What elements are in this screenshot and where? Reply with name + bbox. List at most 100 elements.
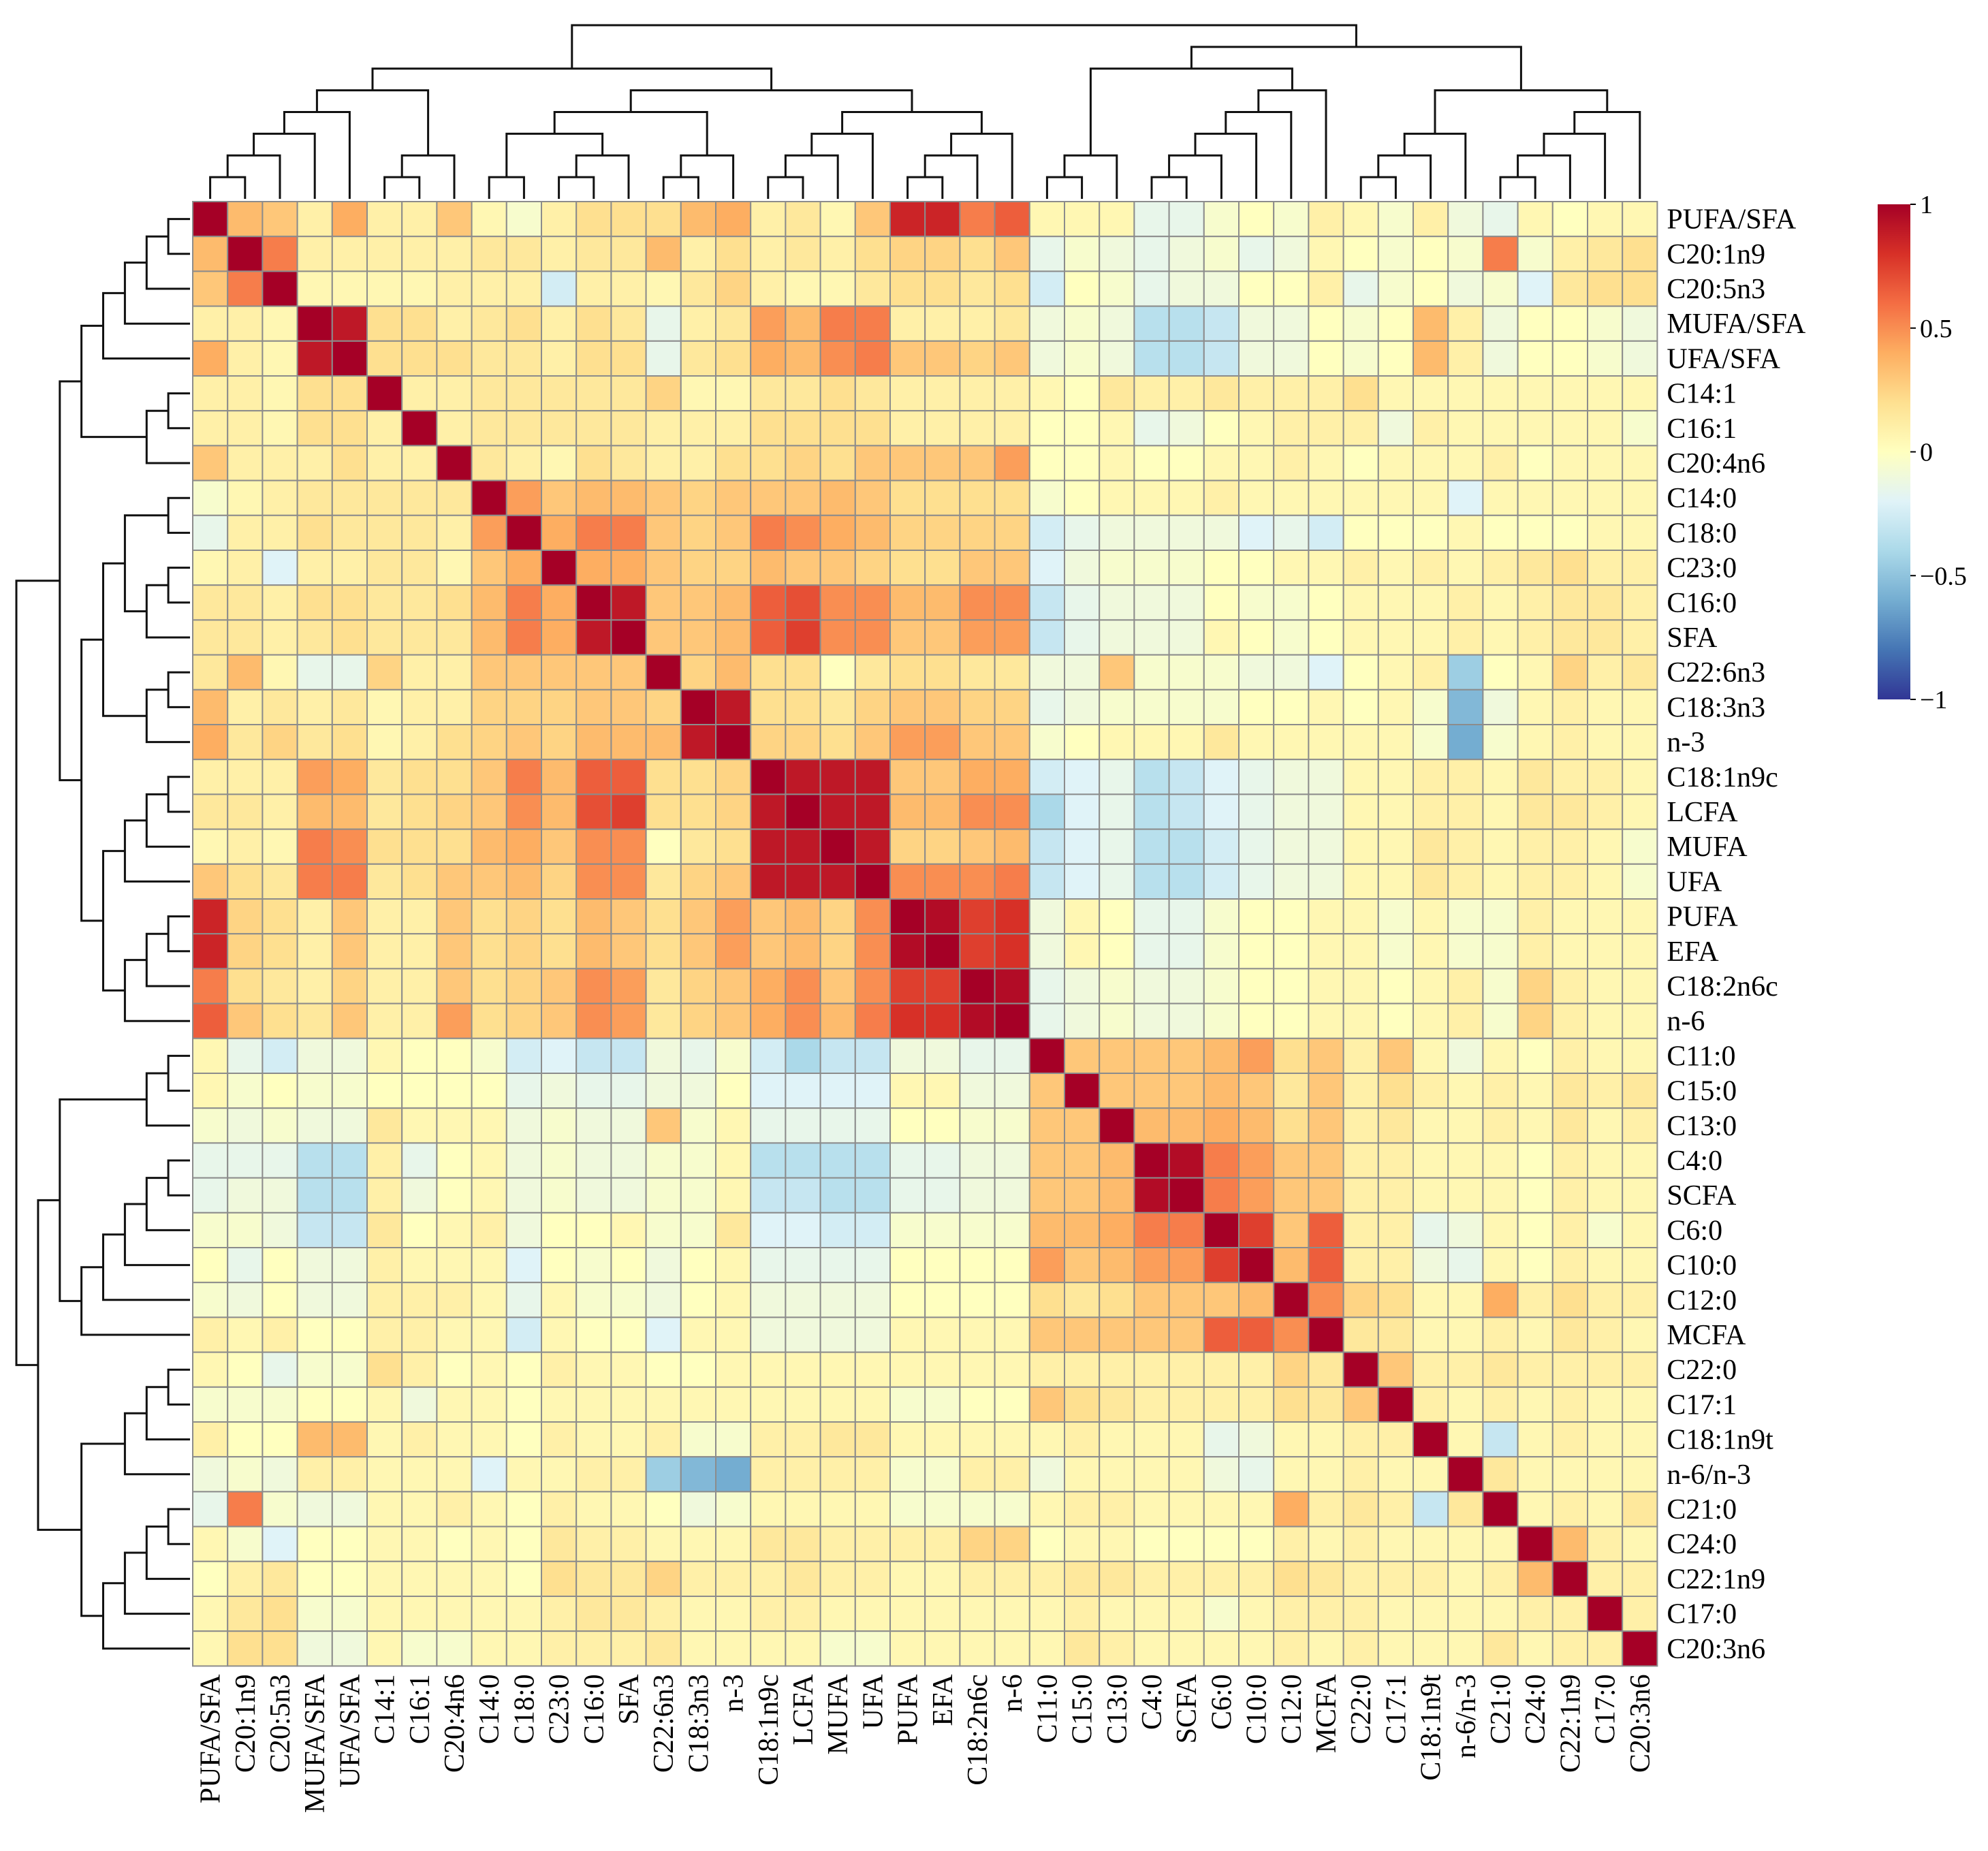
heatmap-cell xyxy=(819,1596,856,1632)
heatmap-cell xyxy=(1168,236,1205,272)
heatmap-cell xyxy=(645,759,682,795)
heatmap-cell xyxy=(401,1456,438,1493)
heatmap-cell xyxy=(959,759,996,795)
heatmap-cell xyxy=(1377,479,1415,516)
heatmap-cell xyxy=(645,1002,682,1039)
heatmap-cell xyxy=(471,1073,507,1109)
heatmap-cell xyxy=(680,201,716,238)
heatmap-cell xyxy=(854,1491,892,1528)
heatmap-cell xyxy=(227,1421,264,1458)
dendrogram-branch xyxy=(629,89,913,112)
heatmap-cell xyxy=(1482,410,1519,447)
heatmap-cell xyxy=(541,550,578,586)
heatmap-cell xyxy=(1587,933,1624,970)
heatmap-cell xyxy=(1413,619,1449,656)
heatmap-cell xyxy=(192,550,229,586)
heatmap-cell xyxy=(296,689,333,725)
heatmap-cell xyxy=(1099,375,1135,412)
column-label: C12:0 xyxy=(1276,1674,1308,1744)
heatmap-cell xyxy=(1168,793,1205,830)
dendrogram-branch xyxy=(1257,89,1327,199)
heatmap-cell xyxy=(1622,1560,1658,1598)
heatmap-cell xyxy=(575,898,612,935)
heatmap-cell xyxy=(1622,1212,1658,1249)
heatmap-cell xyxy=(1064,410,1101,447)
heatmap-cell xyxy=(1308,863,1344,900)
heatmap-cell xyxy=(192,1421,229,1458)
heatmap-cell xyxy=(1447,410,1484,447)
heatmap-cell xyxy=(1203,375,1240,412)
heatmap-cell xyxy=(541,724,578,761)
heatmap-cell xyxy=(994,1456,1030,1493)
heatmap-cell xyxy=(1099,270,1135,307)
heatmap-cell xyxy=(1238,619,1275,656)
heatmap-cell xyxy=(1622,828,1658,865)
heatmap-cell xyxy=(575,793,612,830)
heatmap-cell xyxy=(750,619,787,656)
column-label: C20:5n3 xyxy=(265,1674,296,1773)
heatmap-cell xyxy=(1133,1421,1170,1458)
heatmap-cell xyxy=(819,898,856,935)
heatmap-cell xyxy=(1308,1002,1344,1039)
heatmap-cell xyxy=(192,1491,229,1528)
heatmap-cell xyxy=(889,793,926,830)
heatmap-cell xyxy=(750,1630,787,1667)
heatmap-cell xyxy=(819,863,856,900)
heatmap-cell xyxy=(785,898,821,935)
heatmap-cell xyxy=(1308,793,1344,830)
heatmap-cell xyxy=(1028,1073,1066,1109)
heatmap-cell xyxy=(610,759,647,795)
heatmap-cell xyxy=(819,236,856,272)
heatmap-cell xyxy=(1342,1073,1379,1109)
heatmap-cell xyxy=(541,689,578,725)
heatmap-cell xyxy=(1587,1560,1624,1598)
heatmap-cell xyxy=(854,619,892,656)
heatmap-cell xyxy=(401,479,438,516)
heatmap-cell xyxy=(262,410,298,447)
heatmap-cell xyxy=(1587,550,1624,586)
heatmap-cell xyxy=(1551,270,1589,307)
heatmap-cell xyxy=(1168,340,1205,377)
heatmap-cell xyxy=(331,689,368,725)
heatmap-cell xyxy=(959,1316,996,1353)
heatmap-cell xyxy=(1203,201,1240,238)
heatmap-cell xyxy=(1168,1316,1205,1353)
heatmap-cell xyxy=(610,828,647,865)
heatmap-cell xyxy=(1517,514,1553,551)
heatmap-cell xyxy=(1551,1212,1589,1249)
heatmap-cell xyxy=(1064,933,1101,970)
heatmap-cell xyxy=(1377,759,1415,795)
heatmap-cell xyxy=(1028,1247,1066,1284)
heatmap-cell xyxy=(854,863,892,900)
column-label: LCFA xyxy=(788,1674,819,1745)
heatmap-cell xyxy=(854,584,892,621)
heatmap-cell xyxy=(1482,1002,1519,1039)
heatmap-cell xyxy=(1028,689,1066,725)
heatmap-cell xyxy=(889,514,926,551)
dendrogram-branch xyxy=(167,915,190,953)
heatmap-cell xyxy=(1308,1316,1344,1353)
heatmap-cell xyxy=(1133,1596,1170,1632)
heatmap-cell xyxy=(1308,270,1344,307)
heatmap-cell xyxy=(1622,305,1658,342)
heatmap-cell xyxy=(715,1525,752,1562)
heatmap-cell xyxy=(889,410,926,447)
column-label: SCFA xyxy=(1171,1674,1203,1744)
column-label: C15:0 xyxy=(1067,1674,1099,1744)
heatmap-cell xyxy=(854,410,892,447)
heatmap-cell xyxy=(541,1282,578,1318)
heatmap-cell xyxy=(1517,724,1553,761)
heatmap-cell xyxy=(1447,1525,1484,1562)
heatmap-cell xyxy=(819,1421,856,1458)
heatmap-cell xyxy=(1273,1177,1310,1214)
heatmap-cell xyxy=(1447,340,1484,377)
heatmap-cell xyxy=(645,1525,682,1562)
heatmap-cell xyxy=(959,689,996,725)
heatmap-cell xyxy=(680,1351,716,1388)
heatmap-cell xyxy=(1587,305,1624,342)
heatmap-cell xyxy=(994,968,1030,1004)
heatmap-cell xyxy=(227,933,264,970)
heatmap-cell xyxy=(959,898,996,935)
heatmap-cell xyxy=(1308,1630,1344,1667)
heatmap-cell xyxy=(1168,1247,1205,1284)
